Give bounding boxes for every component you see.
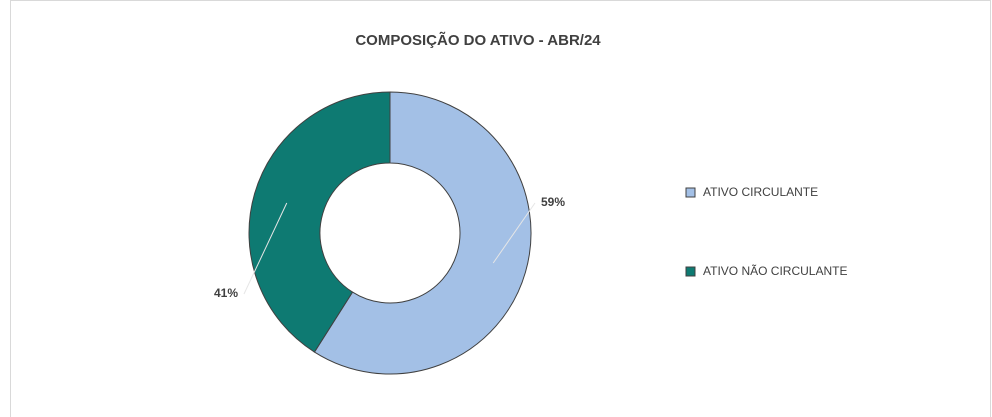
donut-slice (313, 91, 532, 375)
leader-line (243, 202, 288, 295)
legend-label: ATIVO CIRCULANTE (703, 185, 818, 199)
legend-swatch (685, 266, 696, 277)
data-label: 41% (214, 286, 238, 300)
data-label: 59% (541, 195, 565, 209)
legend-label: ATIVO NÃO CIRCULANTE (703, 264, 847, 278)
legend-swatch (685, 187, 696, 198)
chart-title: COMPOSIÇÃO DO ATIVO - ABR/24 (355, 31, 601, 49)
leader-line (492, 202, 536, 264)
